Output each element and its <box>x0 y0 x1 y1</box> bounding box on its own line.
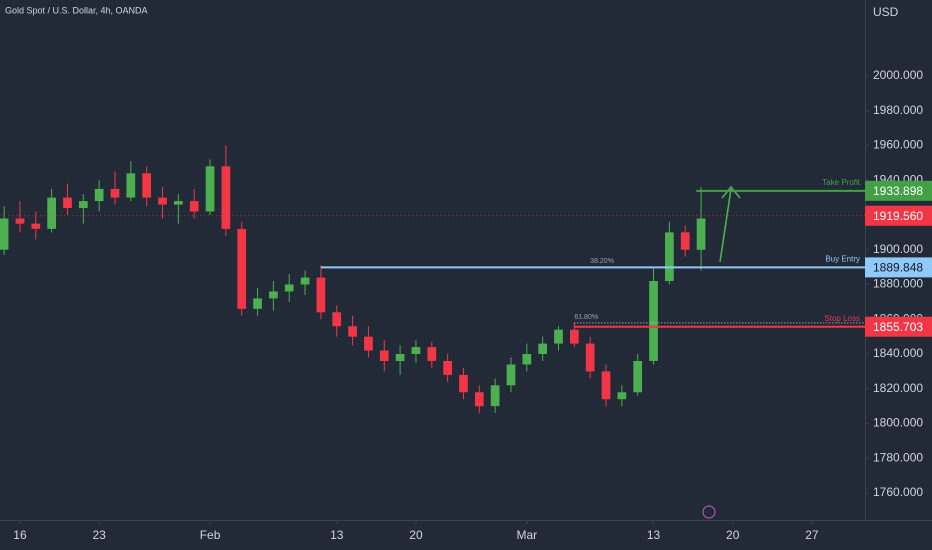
price-badge-label: 1855.703 <box>873 320 923 334</box>
candle-body <box>110 188 120 198</box>
current-price-badge <box>865 205 932 226</box>
price-badge <box>865 180 932 201</box>
candle-body <box>142 173 152 198</box>
candle-body <box>633 360 643 393</box>
candle-body <box>506 364 516 386</box>
candle-body <box>585 343 595 372</box>
candle-body <box>443 360 452 375</box>
arrow <box>719 185 741 263</box>
candle-body <box>696 218 706 250</box>
candle-body <box>126 173 136 198</box>
y-tick-label: 2000.000 <box>873 68 923 82</box>
candle-body <box>490 385 500 407</box>
candle-body <box>332 312 342 327</box>
level-label: Stop Loss <box>824 314 860 323</box>
x-tick-label: Mar <box>516 528 537 542</box>
candle-body <box>173 201 183 205</box>
chart-title: Gold Spot / U.S. Dollar, 4h, OANDA <box>5 5 148 15</box>
candle-body <box>78 201 88 209</box>
price-badge <box>865 316 932 337</box>
candle-body <box>221 166 231 229</box>
x-tick-label: Feb <box>200 528 221 542</box>
candle-body <box>601 371 611 400</box>
y-tick-label: 1780.000 <box>873 450 923 464</box>
candle-body <box>47 197 56 229</box>
level-label: Take Profit <box>822 178 861 187</box>
candle-body <box>617 392 627 400</box>
candle-body <box>680 232 690 250</box>
candle-body <box>411 347 421 355</box>
currency-label: USD <box>873 5 899 19</box>
candle-body <box>253 298 262 309</box>
y-tick-label: 1820.000 <box>873 381 923 395</box>
x-tick-label: 13 <box>330 528 344 542</box>
candle-body <box>538 343 548 355</box>
candle-body <box>269 291 278 299</box>
y-tick-label: 1900.000 <box>873 242 923 256</box>
candle-body <box>158 197 167 205</box>
fib-label: 38.20% <box>590 258 614 265</box>
candle-body <box>554 329 563 344</box>
candle-body <box>348 326 357 337</box>
candle-body <box>0 218 9 250</box>
candle-body <box>569 329 579 344</box>
candle-body <box>94 188 104 202</box>
candle-body <box>15 218 25 224</box>
candle-body <box>427 347 437 361</box>
x-tick-label: 23 <box>92 528 106 542</box>
candle-body <box>379 350 389 361</box>
y-tick-label: 1980.000 <box>873 103 923 117</box>
candle-body <box>189 201 199 212</box>
x-tick-label: 20 <box>726 528 740 542</box>
lightning-icon[interactable] <box>702 505 716 519</box>
candle-body <box>364 336 373 351</box>
price-badge-label: 1889.848 <box>873 261 923 275</box>
candle-body <box>649 281 658 361</box>
price-badge <box>865 257 932 278</box>
candle-body <box>395 354 405 361</box>
y-tick-label: 1800.000 <box>873 416 923 430</box>
candle-body <box>63 197 72 209</box>
fib-label: 61.80% <box>574 314 598 321</box>
y-tick-label: 1880.000 <box>873 277 923 291</box>
current-price-badge-label: 1919.560 <box>873 209 923 223</box>
candle-body <box>316 277 326 313</box>
y-tick-label: 1840.000 <box>873 346 923 360</box>
candle-body <box>205 166 215 212</box>
x-tick-label: 13 <box>647 528 661 542</box>
candle-body <box>459 374 468 393</box>
x-tick-label: 20 <box>409 528 423 542</box>
x-tick-label: 16 <box>13 528 27 542</box>
candle-body <box>474 392 484 407</box>
price-badge-label: 1933.898 <box>873 184 923 198</box>
candle-body <box>300 277 310 285</box>
candle-body <box>31 223 41 229</box>
candle-body <box>237 228 247 309</box>
x-tick-label: 27 <box>805 528 819 542</box>
candle-body <box>522 354 532 365</box>
candle-body <box>665 232 674 282</box>
y-tick-label: 1760.000 <box>873 485 923 499</box>
candle-body <box>284 284 294 292</box>
y-tick-label: 1960.000 <box>873 138 923 152</box>
level-label: Buy Entry <box>825 254 860 263</box>
